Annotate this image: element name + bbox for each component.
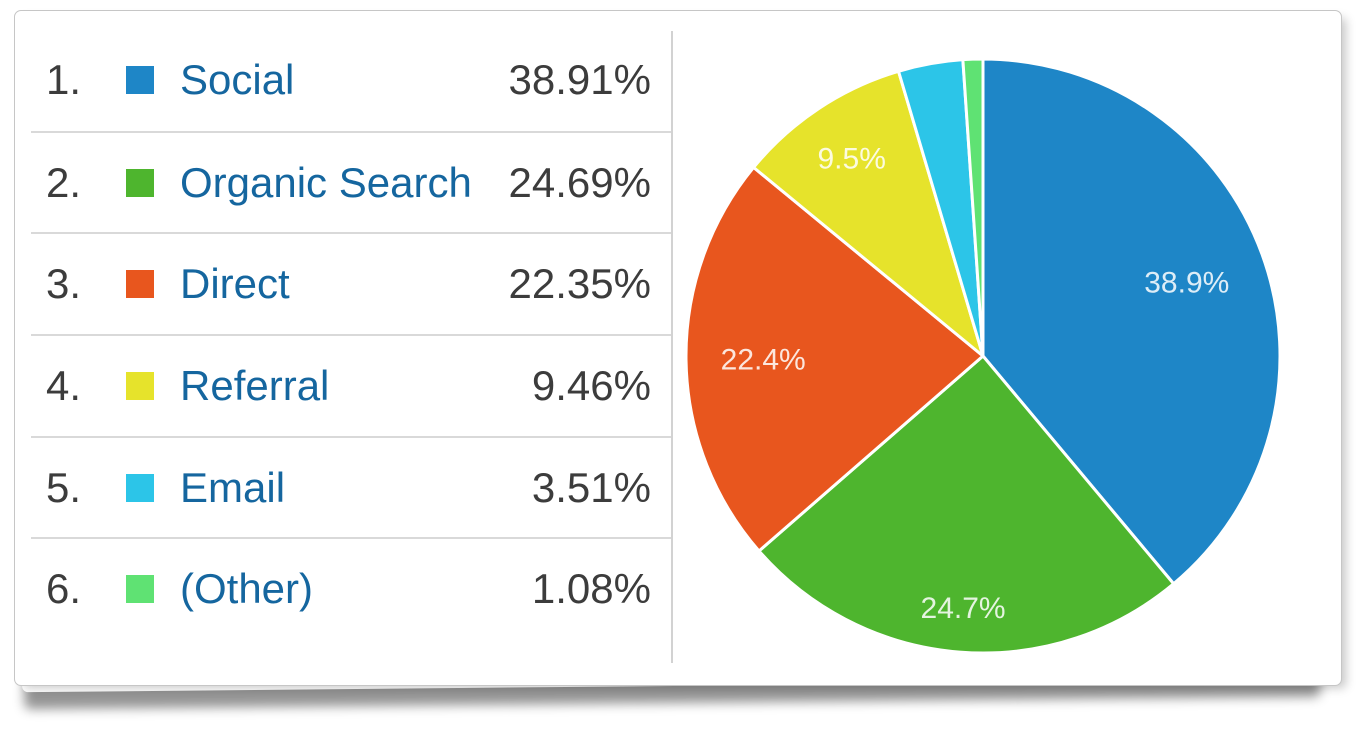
pie-slice-direct[interactable]	[684, 165, 985, 553]
channel-percent: 9.46%	[531, 361, 651, 409]
table-row-other: 6. (Other) 1.08%	[31, 537, 671, 639]
table-chart-divider	[671, 31, 673, 663]
report-card: 1. Social 38.91% 2. Organic Search 24.69…	[14, 10, 1342, 686]
channel-percent: 38.91%	[508, 55, 651, 103]
pie-slice-referral[interactable]	[752, 69, 985, 358]
channel-percent: 1.08%	[531, 565, 651, 613]
channel-link-other[interactable]: (Other)	[180, 565, 314, 613]
legend-swatch-icon-social	[126, 65, 154, 94]
row-rank: 2.	[46, 158, 82, 206]
pie-label-direct: 22.4%	[721, 344, 806, 377]
table-row-social: 1. Social 38.91%	[31, 29, 671, 131]
legend-swatch-icon-organic-search	[126, 168, 154, 197]
channel-percent: 3.51%	[531, 463, 651, 511]
channel-link-email[interactable]: Email	[180, 463, 286, 511]
traffic-sources-table: 1. Social 38.91% 2. Organic Search 24.69…	[31, 29, 671, 639]
channels-pie-chart: 38.9% 24.7% 22.4% 9.5%	[663, 36, 1303, 676]
row-rank: 1.	[46, 55, 82, 103]
pie-label-social: 38.9%	[1144, 267, 1229, 300]
table-row-email: 5. Email 3.51%	[31, 435, 671, 538]
row-rank: 5.	[46, 463, 82, 511]
pie-slice-social[interactable]	[981, 57, 1282, 586]
pie-svg: 38.9% 24.7% 22.4% 9.5%	[684, 57, 1282, 655]
channel-link-social[interactable]: Social	[180, 55, 295, 103]
channel-link-referral[interactable]: Referral	[180, 361, 330, 409]
table-row-referral: 4. Referral 9.46%	[31, 334, 671, 436]
channel-percent: 22.35%	[508, 260, 651, 308]
row-rank: 3.	[46, 260, 82, 308]
pie-slice-organic-search[interactable]	[757, 354, 1176, 655]
channel-percent: 24.69%	[508, 158, 651, 206]
pie-label-referral: 9.5%	[818, 143, 886, 176]
row-rank: 6.	[46, 565, 82, 613]
pie-label-organic-search: 24.7%	[921, 592, 1006, 625]
row-rank: 4.	[46, 361, 82, 409]
table-row-organic-search: 2. Organic Search 24.69%	[31, 130, 671, 233]
legend-swatch-icon-email	[126, 473, 154, 502]
legend-swatch-icon-direct	[126, 270, 154, 299]
pie-slice-other[interactable]	[961, 57, 985, 358]
legend-swatch-icon-referral	[126, 371, 154, 400]
channel-link-organic-search[interactable]: Organic Search	[180, 158, 472, 206]
table-row-direct: 3. Direct 22.35%	[31, 232, 671, 334]
legend-swatch-icon-other	[126, 575, 154, 604]
channel-link-direct[interactable]: Direct	[180, 260, 290, 308]
